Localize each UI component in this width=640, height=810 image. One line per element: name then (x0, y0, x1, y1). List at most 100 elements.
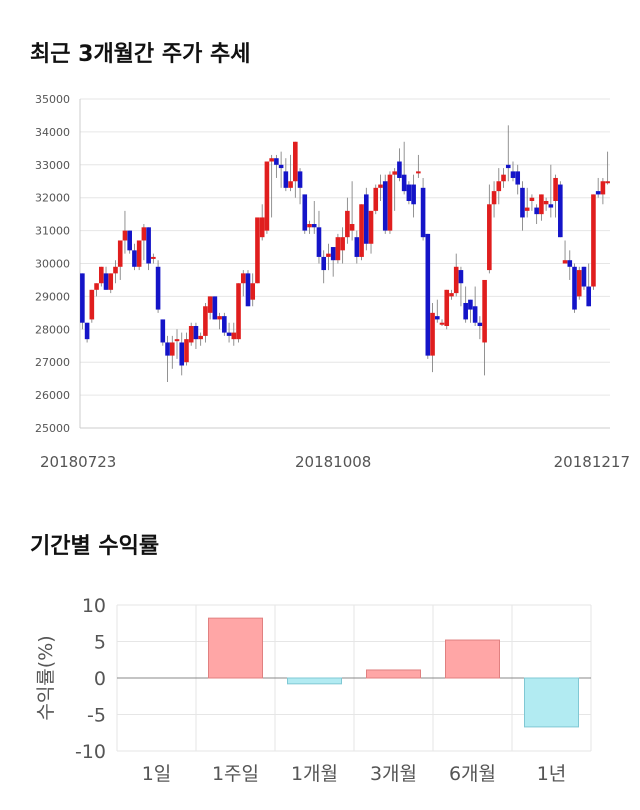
stock-trend-title: 최근 3개월간 주가 추세 (30, 42, 251, 67)
y-tick-label: -10 (75, 741, 106, 763)
candle-up (288, 154, 293, 192)
candle-body (217, 316, 222, 320)
return-bar (445, 639, 500, 679)
y-tick-label: 5 (94, 632, 106, 654)
candle-body (472, 306, 478, 323)
candle-body (160, 319, 166, 343)
candle-body (595, 191, 601, 195)
candle-body (141, 227, 147, 241)
candle-body (387, 174, 393, 231)
candle-down (165, 335, 170, 382)
candle-down (425, 233, 431, 359)
stock-candlestick-chart: 25000 26000 27000 28000 29000 30000 31000 32000… (35, 93, 630, 471)
candle-up (335, 233, 341, 264)
candle-body (94, 283, 99, 290)
candle-up (553, 174, 558, 218)
candle-up (591, 194, 596, 290)
candle-up (94, 283, 99, 297)
candle-down (84, 322, 90, 343)
candle-down (354, 230, 360, 264)
candle-up (359, 204, 364, 261)
candle-down (382, 174, 388, 234)
candle-body (558, 184, 563, 238)
candle-up (543, 197, 549, 211)
candle-body (259, 217, 265, 238)
candle-up (529, 194, 535, 211)
candle-body (539, 194, 544, 215)
candle-up (392, 168, 397, 211)
y-tick-label: 25000 (35, 422, 70, 435)
candle-body (524, 207, 530, 211)
candle-up (340, 227, 345, 264)
candle-body (316, 227, 322, 257)
candle-body (283, 171, 289, 188)
candle-body (468, 299, 473, 310)
candle-body (392, 171, 397, 175)
candle-body (302, 194, 308, 231)
candle-down (567, 250, 573, 280)
y-axis-label: 수익률(%) (35, 635, 57, 720)
candle-down (302, 194, 308, 234)
candle-body (529, 197, 535, 201)
candle-body (591, 194, 596, 287)
candle-body (264, 161, 270, 231)
candle-body (98, 266, 104, 284)
y-tick-label: 33000 (35, 159, 70, 172)
candle-body (359, 204, 364, 257)
candle-body (307, 224, 312, 228)
candle-body (345, 210, 350, 238)
candle-up (98, 266, 104, 287)
candle-down (274, 154, 279, 178)
candle-body (136, 240, 142, 267)
candle-down (472, 286, 478, 327)
candle-body (553, 177, 558, 201)
candle-body (193, 326, 199, 340)
candle-body (576, 270, 582, 297)
candle-body (236, 283, 241, 340)
candle-body (340, 237, 345, 251)
candle-up (449, 289, 454, 300)
y-tick-label: 0 (94, 668, 106, 690)
candle-up (217, 312, 222, 330)
candle-body (151, 256, 156, 259)
candle-up (576, 266, 582, 300)
candle-body (207, 296, 213, 313)
candle-down (283, 158, 289, 192)
candle-up (255, 217, 260, 284)
candle-body (117, 240, 123, 267)
return-bar (208, 617, 263, 679)
candle-down (406, 181, 412, 205)
candle-up (250, 273, 256, 307)
candle-body (368, 210, 374, 244)
candle-up (203, 302, 208, 343)
candle-body (449, 293, 454, 297)
candle-up (259, 204, 265, 241)
candle-up (174, 329, 180, 359)
candle-up (430, 302, 435, 373)
x-tick-label: 6개월 (449, 763, 496, 785)
candle-down (558, 181, 563, 238)
candle-body (198, 335, 203, 340)
candle-body (354, 237, 360, 257)
candle-body (505, 164, 511, 169)
candle-up (293, 141, 298, 198)
candle-up (326, 243, 331, 271)
y-tick-label: 29000 (35, 290, 70, 303)
candle-body (411, 184, 416, 205)
candle-down (179, 332, 185, 376)
candle-down (586, 263, 592, 307)
candle-down (127, 230, 132, 254)
candle-body (146, 227, 151, 264)
x-tick-label: 20181008 (295, 453, 371, 471)
candle-up (307, 220, 312, 234)
x-tick-label: 20181217 (554, 453, 630, 471)
candle-up (349, 181, 355, 241)
candle-down (468, 299, 473, 323)
candle-body (122, 230, 128, 241)
candle-body (255, 217, 260, 284)
candle-body (293, 141, 298, 182)
candle-up (198, 332, 203, 346)
candle-body (434, 316, 440, 320)
candle-down (80, 273, 85, 330)
